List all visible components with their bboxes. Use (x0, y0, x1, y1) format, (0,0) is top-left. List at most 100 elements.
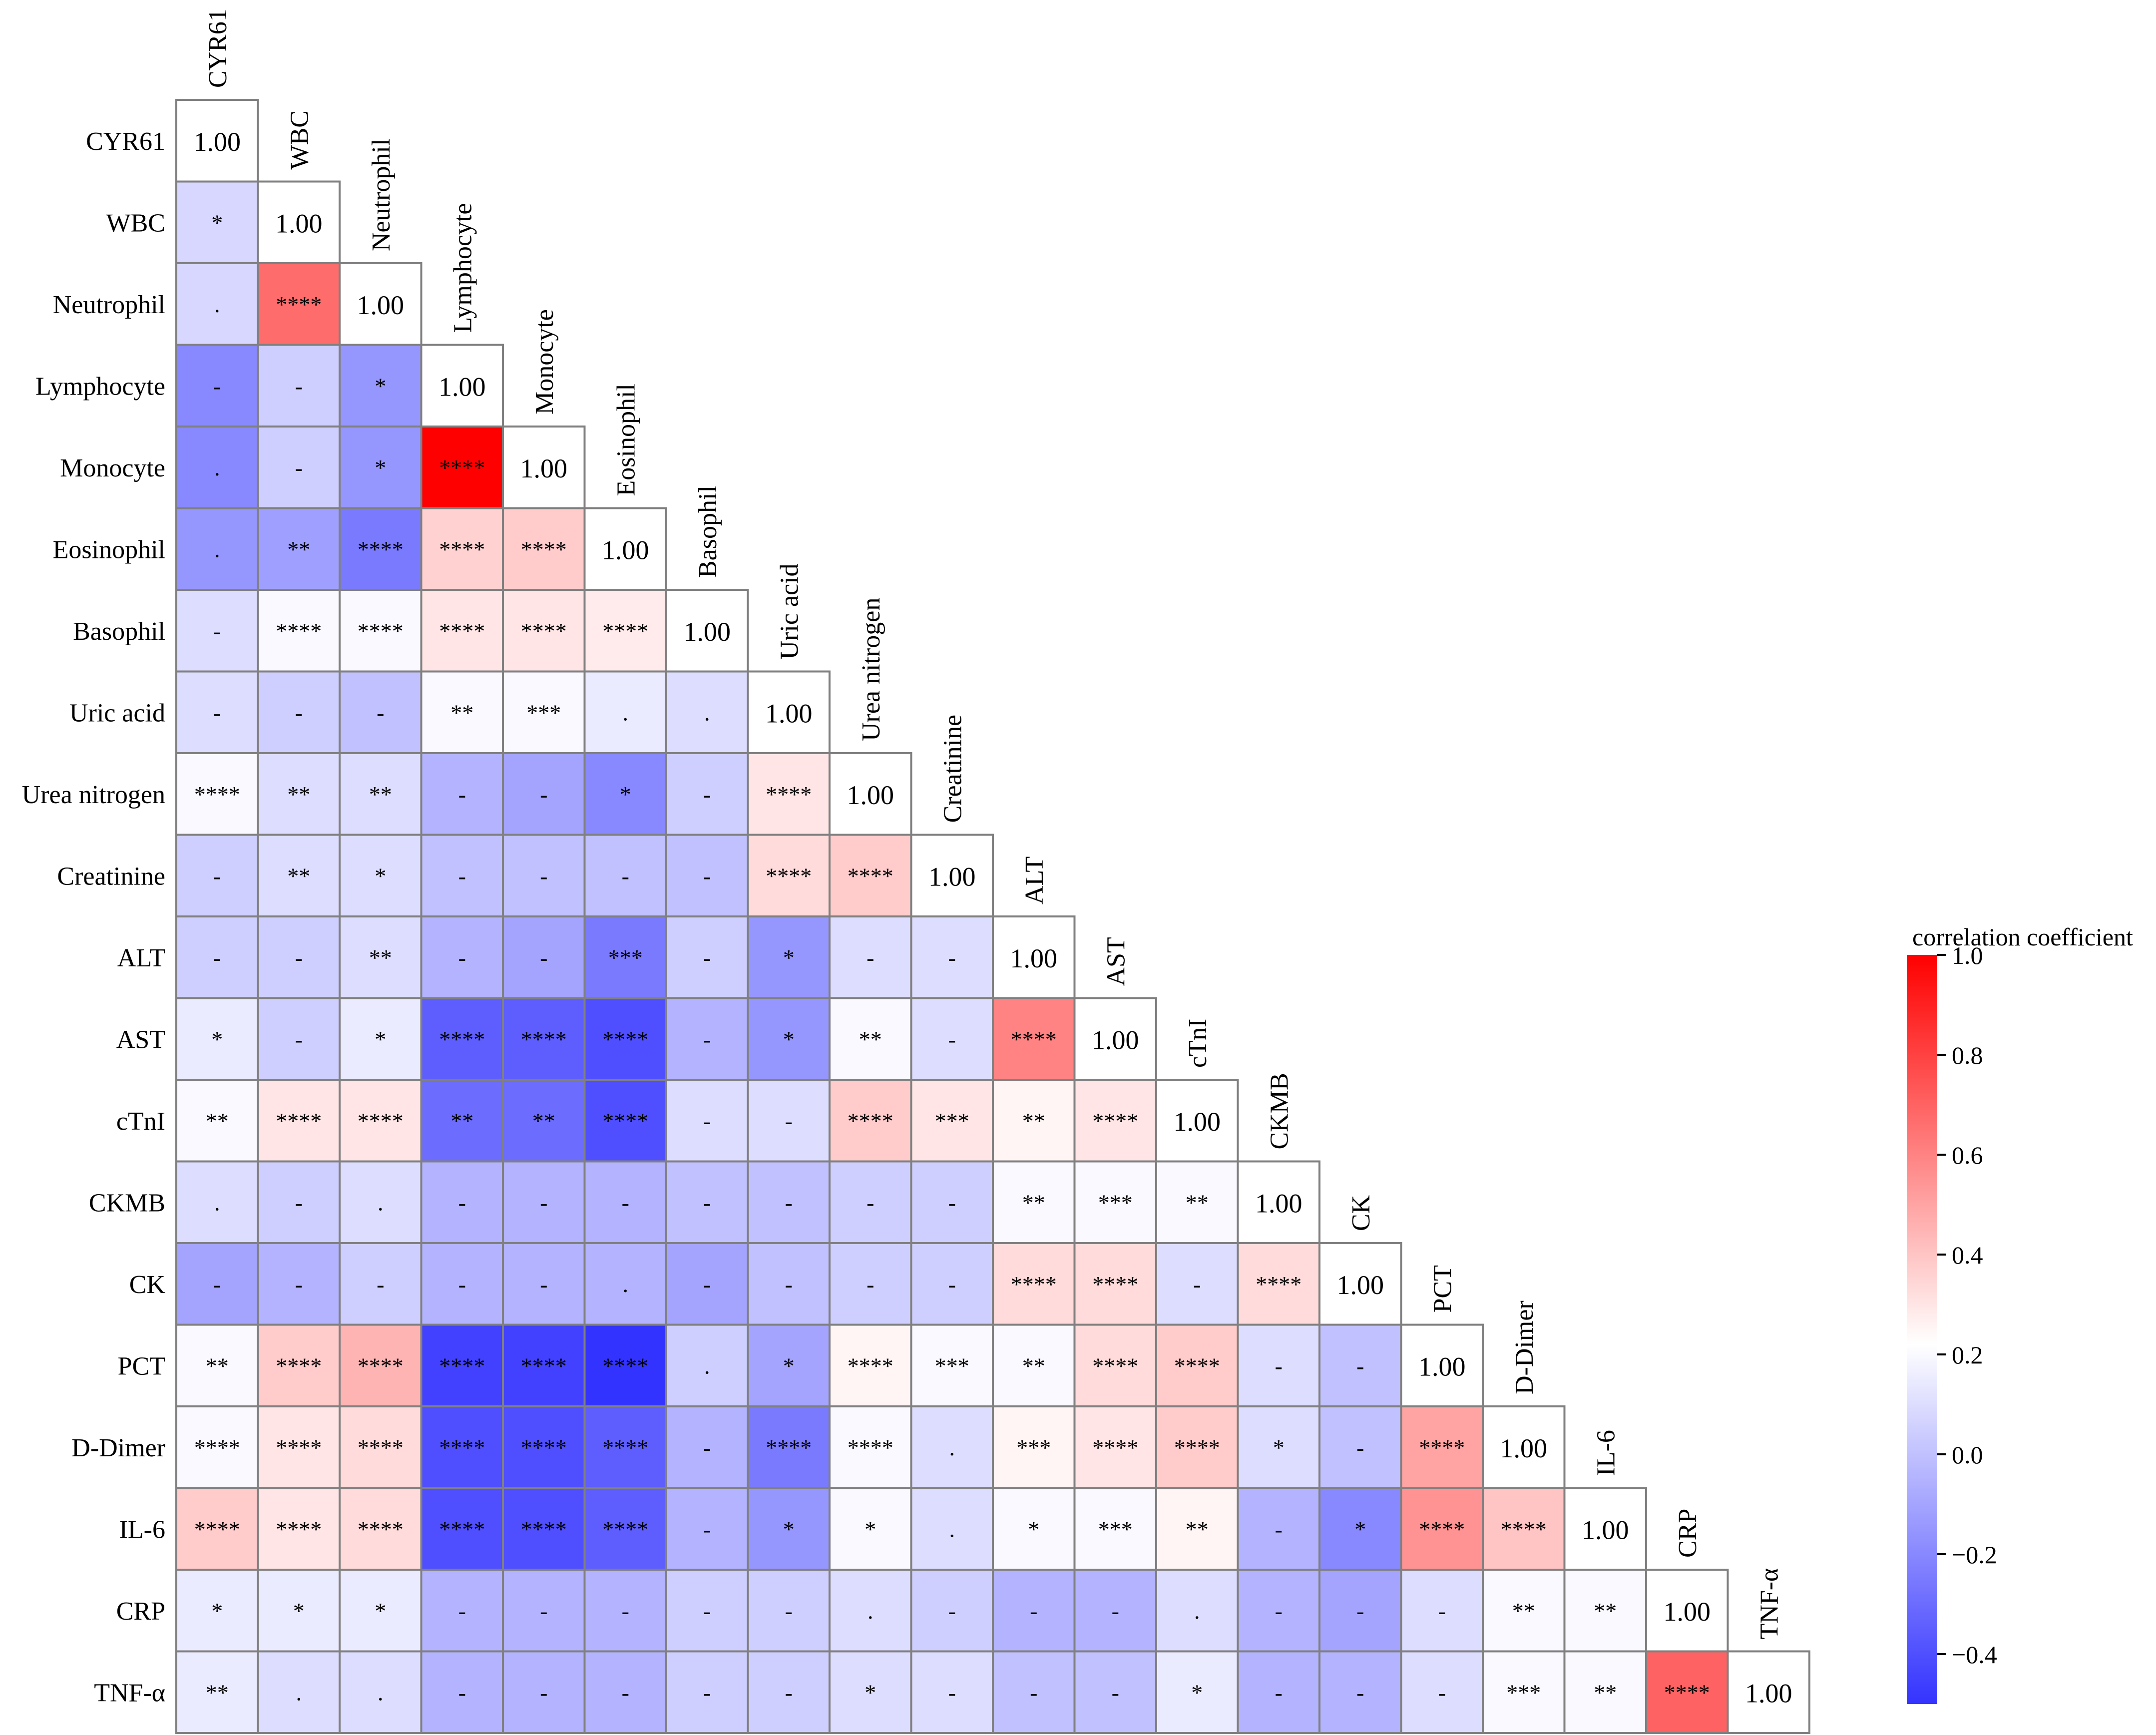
heatmap-cell (175, 589, 259, 673)
column-label-ck: CK (1347, 1195, 1375, 1231)
heatmap-cell (747, 997, 831, 1081)
significance-label: **** (766, 863, 812, 888)
significance-label: * (864, 1516, 876, 1542)
colorbar-tick-label: 0.4 (1952, 1241, 1983, 1269)
heatmap-cell (583, 589, 667, 673)
significance-label: . (1194, 1598, 1200, 1624)
significance-label: - (458, 945, 466, 970)
heatmap-cell (1155, 1079, 1239, 1163)
significance-label: - (785, 1190, 793, 1215)
significance-label: * (1354, 1516, 1366, 1542)
significance-label: - (1356, 1435, 1364, 1460)
row-label-cyr61: CYR61 (86, 127, 165, 156)
row-label-eosinophil: Eosinophil (53, 535, 165, 564)
heatmap-cell (1400, 1323, 1484, 1407)
heatmap-cell (339, 1405, 423, 1489)
significance-label: - (948, 1190, 956, 1215)
heatmap-cell (1155, 1405, 1239, 1489)
heatmap-cell (502, 1650, 586, 1734)
heatmap-cell (1400, 1650, 1484, 1734)
heatmap-cell (175, 834, 259, 917)
significance-label: **** (602, 1435, 648, 1460)
significance-label: *** (935, 1353, 969, 1378)
significance-label: - (703, 1680, 711, 1705)
heatmap-cell (992, 1323, 1076, 1407)
diagonal-label: 1.00 (602, 535, 649, 565)
significance-label: **** (439, 1353, 485, 1378)
heatmap-cell (1073, 1160, 1157, 1244)
significance-label: - (1438, 1680, 1446, 1705)
significance-label: . (214, 455, 220, 480)
significance-label: ** (1594, 1598, 1617, 1624)
significance-label: **** (848, 1108, 893, 1134)
significance-label: **** (194, 1516, 240, 1542)
colorbar: correlation coefficient 1.0 0.8 0.6 0.4 0.2 0… (1907, 923, 2133, 1704)
heatmap-cell (339, 1487, 423, 1571)
significance-label: *** (1506, 1680, 1541, 1705)
heatmap-cell (829, 997, 912, 1081)
significance-label: - (948, 945, 956, 970)
colorbar-title: correlation coefficient (1912, 923, 2133, 951)
column-label-lymphocyte: Lymphocyte (448, 203, 477, 333)
significance-label: **** (1174, 1353, 1220, 1378)
colorbar-tick-label: −0.4 (1952, 1641, 1997, 1669)
heatmap-cell (175, 670, 259, 754)
significance-label: **** (358, 1435, 404, 1460)
heatmap-cell (665, 1242, 749, 1326)
column-label-eosinophil: Eosinophil (612, 384, 640, 496)
heatmap-cell (829, 1079, 912, 1163)
heatmap-cell (257, 589, 341, 673)
significance-label: * (1273, 1435, 1285, 1460)
significance-label: . (378, 1190, 384, 1215)
significance-label: *** (1098, 1190, 1133, 1215)
heatmap-cell (1563, 1487, 1647, 1571)
diagonal-label: 1.00 (928, 862, 976, 891)
colorbar-tick-label: −0.2 (1952, 1541, 1997, 1569)
significance-label: ** (450, 700, 473, 725)
heatmap-cell (992, 997, 1076, 1081)
significance-label: * (211, 1026, 223, 1052)
column-label-neutrophil: Neutrophil (367, 139, 396, 251)
heatmap-cell (175, 1650, 259, 1734)
heatmap-cell (175, 1323, 259, 1407)
heatmap-cell (257, 1242, 341, 1326)
significance-label: **** (521, 1353, 567, 1378)
significance-label: ** (206, 1353, 229, 1378)
heatmap-cell (502, 1242, 586, 1326)
significance-label: - (785, 1108, 793, 1134)
significance-label: **** (1501, 1516, 1547, 1542)
colorbar-tick-label: 0.2 (1952, 1341, 1983, 1369)
significance-label: . (704, 700, 710, 725)
column-label-creatinine: Creatinine (938, 715, 967, 823)
significance-label: - (1438, 1598, 1446, 1624)
significance-label: ** (1186, 1516, 1209, 1542)
significance-label: - (1112, 1598, 1119, 1624)
significance-label: . (296, 1680, 302, 1705)
heatmap-cell (175, 1079, 259, 1163)
heatmap-cell (910, 1650, 994, 1734)
significance-label: **** (194, 1435, 240, 1460)
significance-label: - (540, 863, 547, 888)
heatmap-cell (1563, 1569, 1647, 1653)
significance-label: - (540, 945, 547, 970)
colorbar-gradient (1907, 955, 1937, 1704)
significance-label: . (623, 1272, 629, 1297)
significance-label: - (703, 1108, 711, 1134)
significance-label: ** (1022, 1353, 1045, 1378)
heatmap-cell (1073, 1405, 1157, 1489)
significance-label: - (703, 1516, 711, 1542)
diagonal-label: 1.00 (275, 208, 323, 238)
significance-label: ** (450, 1108, 473, 1134)
significance-label: - (948, 1680, 956, 1705)
significance-label: **** (1092, 1108, 1138, 1134)
significance-label: . (704, 1353, 710, 1378)
significance-label: - (295, 1026, 303, 1052)
significance-label: * (375, 1598, 386, 1624)
column-label-tnf: TNF-α (1755, 1568, 1783, 1640)
heatmap-cell (339, 1242, 423, 1326)
significance-label: - (866, 1272, 874, 1297)
significance-label: - (540, 1680, 547, 1705)
column-label-monocyte: Monocyte (530, 309, 559, 415)
significance-label: **** (439, 1435, 485, 1460)
significance-label: - (1356, 1680, 1364, 1705)
